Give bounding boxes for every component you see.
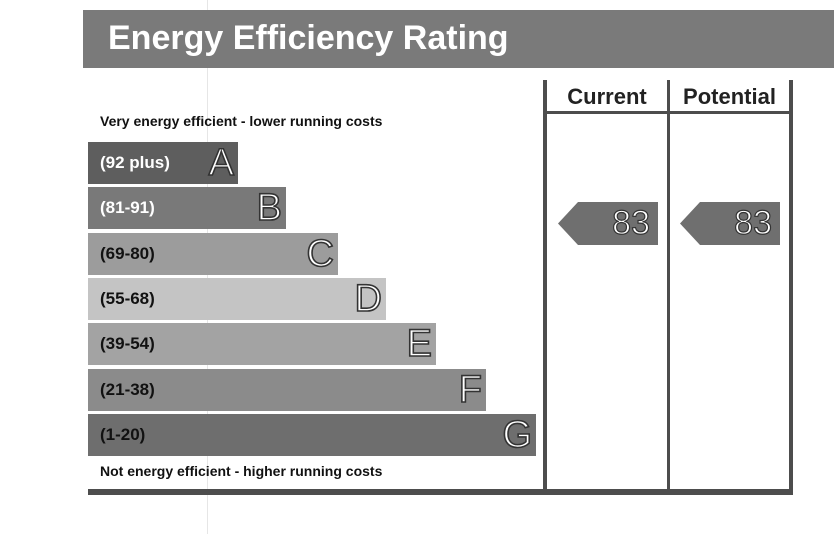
current-column-header: Current [567, 84, 647, 109]
bottom-rule [88, 489, 793, 495]
band-d-letter: D [354, 277, 383, 321]
chart-title: Energy Efficiency Rating [108, 19, 509, 57]
header-divider [547, 111, 789, 114]
bottom-caption: Not energy efficient - higher running co… [100, 463, 383, 479]
band-a: (92 plus) A [88, 141, 238, 185]
top-caption: Very energy efficient - lower running co… [100, 113, 383, 129]
title-bar: Energy Efficiency Rating [83, 10, 834, 68]
band-d-range: (55-68) [100, 289, 155, 308]
band-g-letter: G [502, 413, 533, 457]
band-g-range: (1-20) [100, 425, 146, 444]
band-b-range: (81-91) [100, 198, 155, 217]
band-c-range: (69-80) [100, 244, 155, 263]
column-divider-middle [667, 80, 670, 495]
band-g: (1-20) G [88, 413, 536, 457]
band-e-letter: E [406, 322, 433, 366]
potential-rating-value: 83 [734, 203, 773, 242]
band-b: (81-91) B [88, 186, 286, 230]
band-c: (69-80) C [88, 232, 338, 276]
band-e: (39-54) E [88, 322, 436, 366]
band-b-letter: B [256, 186, 283, 230]
potential-column-header: Potential [683, 84, 776, 109]
band-f-letter: F [458, 368, 483, 412]
column-divider-right [789, 80, 793, 495]
band-a-range: (92 plus) [100, 153, 170, 172]
potential-rating-arrow: 83 [680, 202, 780, 245]
band-f: (21-38) F [88, 368, 486, 412]
band-d: (55-68) D [88, 277, 386, 321]
band-c-letter: C [306, 232, 335, 276]
band-a-letter: A [208, 141, 235, 185]
current-rating-value: 83 [612, 203, 651, 242]
current-rating-arrow: 83 [558, 202, 658, 245]
band-e-range: (39-54) [100, 334, 155, 353]
band-f-range: (21-38) [100, 380, 155, 399]
column-divider-left [543, 80, 547, 495]
